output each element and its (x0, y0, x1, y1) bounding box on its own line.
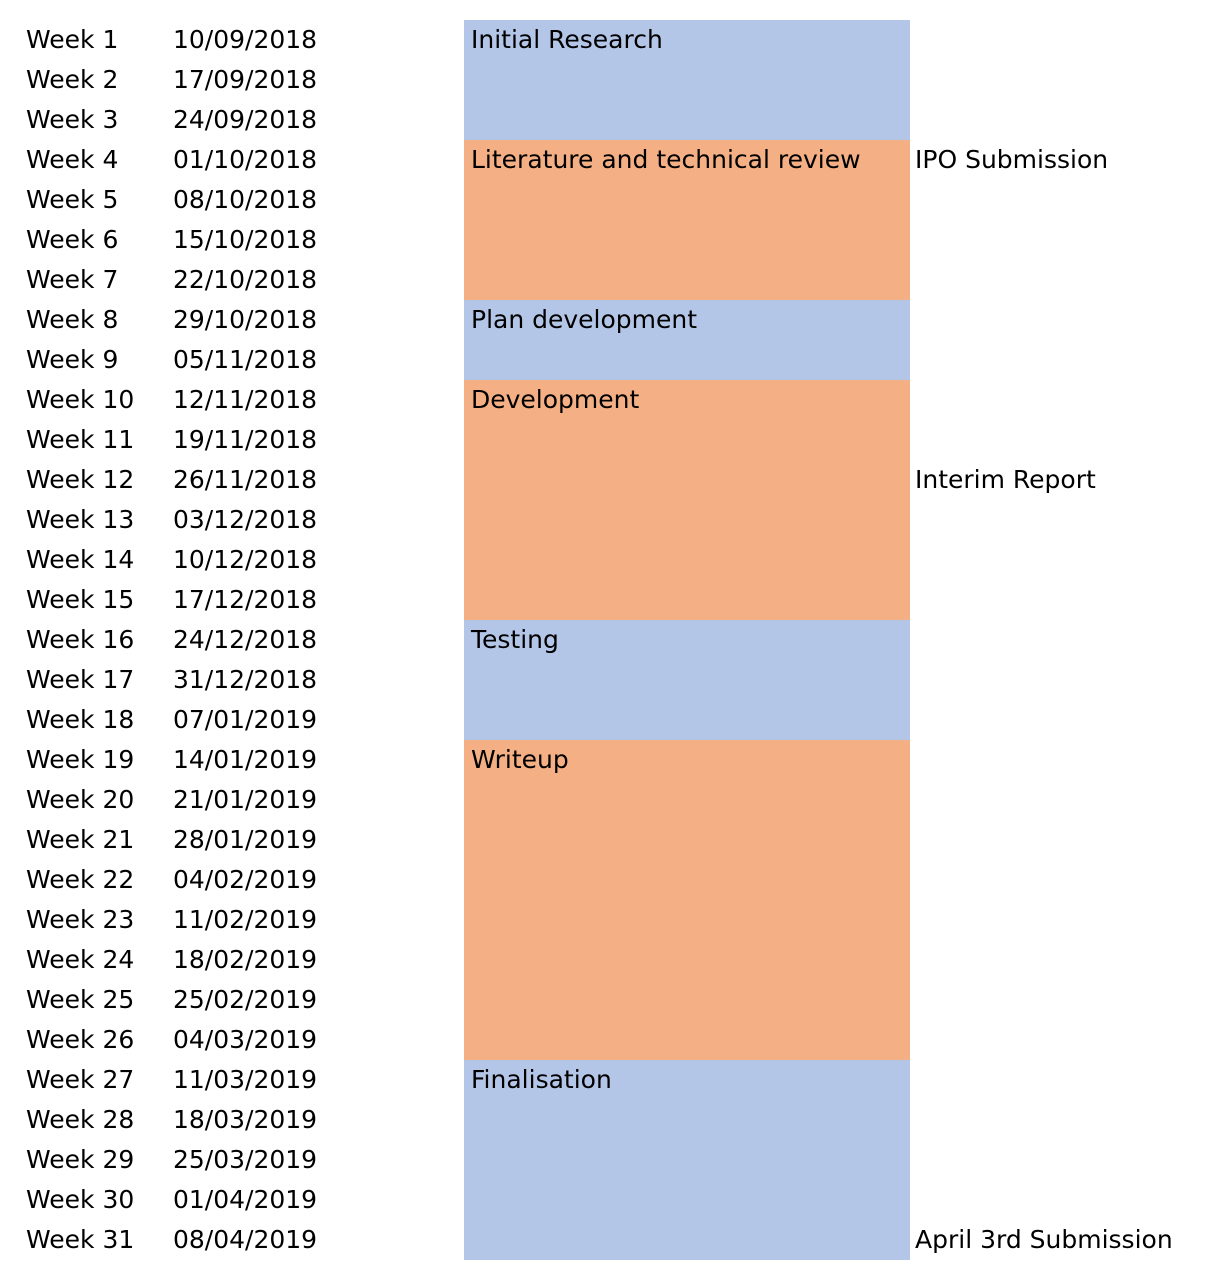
week-label: Week 11 (26, 425, 135, 454)
week-label: Week 16 (26, 625, 135, 654)
week-label: Week 31 (26, 1225, 135, 1254)
week-label: Week 4 (26, 145, 119, 174)
week-date: 26/11/2018 (173, 465, 318, 494)
week-date: 10/09/2018 (173, 25, 318, 54)
week-date: 25/03/2019 (173, 1145, 318, 1174)
week-label: Week 13 (26, 505, 135, 534)
week-date: 28/01/2019 (173, 825, 318, 854)
week-label: Week 2 (26, 65, 119, 94)
week-date: 12/11/2018 (173, 385, 318, 414)
week-label: Week 1 (26, 25, 119, 54)
phase-label: Finalisation (471, 1065, 612, 1094)
week-date: 15/10/2018 (173, 225, 318, 254)
week-label: Week 15 (26, 585, 135, 614)
week-date: 14/01/2019 (173, 745, 318, 774)
week-date: 25/02/2019 (173, 985, 318, 1014)
phase-block: Plan development (464, 300, 910, 380)
week-date: 10/12/2018 (173, 545, 318, 574)
week-label: Week 6 (26, 225, 119, 254)
week-label: Week 17 (26, 665, 135, 694)
week-label: Week 22 (26, 865, 135, 894)
week-date: 03/12/2018 (173, 505, 318, 534)
phase-block: Literature and technical review (464, 140, 910, 300)
week-label: Week 3 (26, 105, 119, 134)
week-date: 07/01/2019 (173, 705, 318, 734)
week-label: Week 19 (26, 745, 135, 774)
week-date: 11/02/2019 (173, 905, 318, 934)
phase-block: Initial Research (464, 20, 910, 140)
week-label: Week 27 (26, 1065, 135, 1094)
week-date: 18/03/2019 (173, 1105, 318, 1134)
week-date: 17/09/2018 (173, 65, 318, 94)
milestone-label: April 3rd Submission (915, 1225, 1173, 1254)
week-date: 05/11/2018 (173, 345, 318, 374)
week-label: Week 10 (26, 385, 135, 414)
week-date: 01/10/2018 (173, 145, 318, 174)
week-label: Week 18 (26, 705, 135, 734)
phase-block: Finalisation (464, 1060, 910, 1260)
phase-label: Testing (471, 625, 559, 654)
week-label: Week 26 (26, 1025, 135, 1054)
week-label: Week 28 (26, 1105, 135, 1134)
week-label: Week 14 (26, 545, 135, 574)
week-date: 17/12/2018 (173, 585, 318, 614)
week-label: Week 20 (26, 785, 135, 814)
week-date: 04/03/2019 (173, 1025, 318, 1054)
week-date: 11/03/2019 (173, 1065, 318, 1094)
week-label: Week 24 (26, 945, 135, 974)
week-label: Week 7 (26, 265, 119, 294)
week-date: 21/01/2019 (173, 785, 318, 814)
week-label: Week 8 (26, 305, 119, 334)
week-label: Week 29 (26, 1145, 135, 1174)
week-date: 04/02/2019 (173, 865, 318, 894)
phase-block: Testing (464, 620, 910, 740)
phase-label: Development (471, 385, 640, 414)
week-label: Week 12 (26, 465, 135, 494)
phase-label: Literature and technical review (471, 145, 861, 174)
week-label: Week 21 (26, 825, 135, 854)
phase-label: Writeup (471, 745, 569, 774)
week-date: 08/10/2018 (173, 185, 318, 214)
phase-label: Initial Research (471, 25, 663, 54)
week-date: 31/12/2018 (173, 665, 318, 694)
week-date: 24/09/2018 (173, 105, 318, 134)
week-date: 22/10/2018 (173, 265, 318, 294)
phase-block: Development (464, 380, 910, 620)
milestone-label: IPO Submission (915, 145, 1109, 174)
week-date: 24/12/2018 (173, 625, 318, 654)
milestone-label: Interim Report (915, 465, 1096, 494)
week-date: 08/04/2019 (173, 1225, 318, 1254)
week-date: 01/04/2019 (173, 1185, 318, 1214)
week-label: Week 30 (26, 1185, 135, 1214)
week-date: 19/11/2018 (173, 425, 318, 454)
week-label: Week 25 (26, 985, 135, 1014)
week-label: Week 9 (26, 345, 119, 374)
week-date: 29/10/2018 (173, 305, 318, 334)
week-label: Week 23 (26, 905, 135, 934)
phase-block: Writeup (464, 740, 910, 1060)
week-label: Week 5 (26, 185, 119, 214)
week-date: 18/02/2019 (173, 945, 318, 974)
phase-label: Plan development (471, 305, 698, 334)
